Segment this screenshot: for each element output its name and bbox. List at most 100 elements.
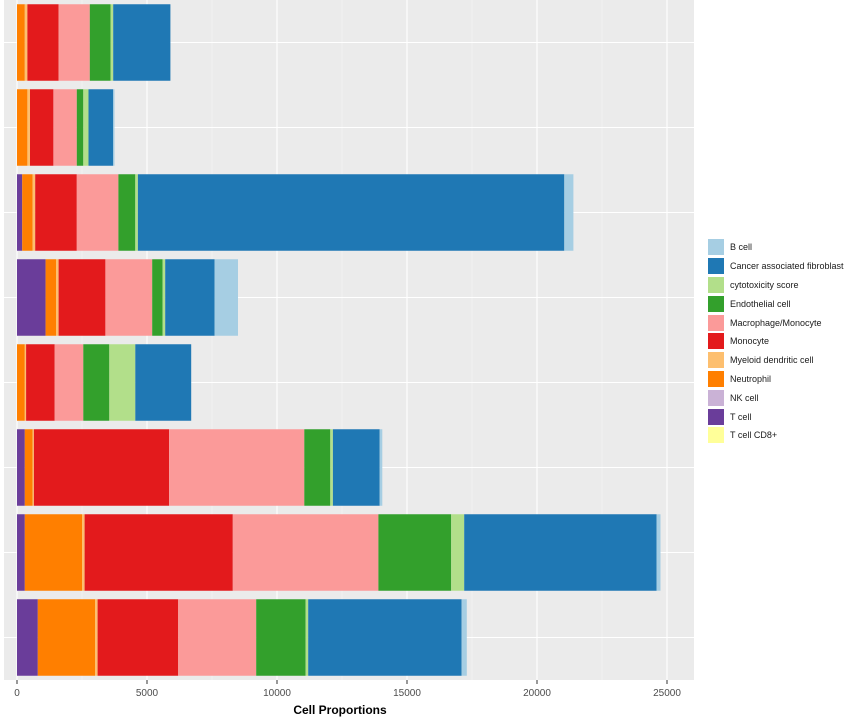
bar-segment <box>451 514 465 591</box>
bar-segment <box>109 344 136 421</box>
bar-segment <box>105 259 153 336</box>
legend-key <box>708 370 724 387</box>
x-tick-label: 20000 <box>523 688 551 699</box>
bars <box>17 4 661 676</box>
bar-segment <box>332 429 380 506</box>
legend-key <box>708 295 724 312</box>
bar-segment <box>32 174 36 251</box>
bar-segment <box>256 599 306 676</box>
legend-key <box>708 276 724 293</box>
bar-segment <box>88 89 114 166</box>
bar-segment <box>30 89 54 166</box>
legend-label: Neutrophil <box>730 373 772 384</box>
legend-item: cytotoxicity score <box>708 276 844 295</box>
legend-label: T cell CD8+ <box>730 430 778 441</box>
bar-segment <box>24 429 33 506</box>
x-tick-label: 15000 <box>393 688 421 699</box>
legend-key <box>708 333 724 350</box>
bar-segment <box>135 174 138 251</box>
bar-segment <box>83 89 89 166</box>
bar-segment <box>330 429 333 506</box>
bar-segment <box>113 89 115 166</box>
legend-key <box>708 389 724 406</box>
x-tick-label: 5000 <box>136 688 159 699</box>
legend-item: Endothelial cell <box>708 294 844 313</box>
legend-label: Endothelial cell <box>730 298 791 309</box>
legend-item: T cell <box>708 407 844 426</box>
bar-segment <box>84 514 233 591</box>
bar-segment <box>137 174 565 251</box>
bar-segment <box>110 4 114 81</box>
legend-item: B cell <box>708 238 844 257</box>
legend-item: Monocyte <box>708 332 844 351</box>
bar-segment <box>656 514 661 591</box>
bar-segment <box>32 429 34 506</box>
bar-segment <box>76 89 84 166</box>
legend-key <box>708 239 724 256</box>
bar-segment <box>82 514 85 591</box>
legend-label: Cancer associated fibroblast <box>730 261 844 272</box>
bar-segment <box>33 429 170 506</box>
bar-segment <box>304 429 331 506</box>
legend-label: B cell <box>730 242 753 253</box>
bar-segment <box>378 514 452 591</box>
legend-key <box>708 408 724 425</box>
legend-label: Monocyte <box>730 336 770 347</box>
bar-segment <box>17 429 25 506</box>
legend-item: Cancer associated fibroblast <box>708 257 844 276</box>
x-axis-title: Cell Proportions <box>293 703 387 717</box>
bar-segment <box>162 259 166 336</box>
bar-segment <box>83 344 110 421</box>
bar-segment <box>17 599 38 676</box>
bar-segment <box>17 89 28 166</box>
x-axis: 0 5000 10000 15000 20000 25000 <box>14 680 681 699</box>
bar-segment <box>45 259 56 336</box>
legend-item: NK cell <box>708 388 844 407</box>
bar-segment <box>17 344 25 421</box>
bar-segment <box>17 514 25 591</box>
bar-segment <box>214 259 238 336</box>
bar-segment <box>17 259 46 336</box>
legend-key <box>708 258 724 275</box>
legend-item: T cell CD8+ <box>708 426 844 445</box>
bar-segment <box>26 344 55 421</box>
bar-segment <box>564 174 574 251</box>
legend-label: Myeloid dendritic cell <box>730 355 814 366</box>
legend-label: cytotoxicity score <box>730 279 799 290</box>
x-tick-label: 10000 <box>263 688 291 699</box>
bar-segment <box>165 259 215 336</box>
bar-segment <box>152 259 163 336</box>
bar-segment <box>169 429 305 506</box>
bar-segment <box>17 174 23 251</box>
legend-label: NK cell <box>730 392 759 403</box>
legend-label: T cell <box>730 411 752 422</box>
bar-segment <box>53 89 77 166</box>
bar-segment <box>135 344 192 421</box>
legend-label: Macrophage/Monocyte <box>730 317 822 328</box>
bar-segment <box>27 89 30 166</box>
legend-key <box>708 427 724 444</box>
legend-key <box>708 314 724 331</box>
x-tick-label: 25000 <box>653 688 681 699</box>
bar-segment <box>89 4 111 81</box>
bar-segment <box>232 514 379 591</box>
bar-segment <box>379 429 383 506</box>
legend-item: Myeloid dendritic cell <box>708 351 844 370</box>
bar-segment <box>27 4 59 81</box>
legend: B cell Cancer associated fibroblast cytoto… <box>708 238 844 445</box>
bar-segment <box>24 344 27 421</box>
bar-segment <box>76 174 119 251</box>
bar-segment <box>58 259 106 336</box>
bar-segment <box>24 514 82 591</box>
bar-segment <box>464 514 657 591</box>
legend-key <box>708 352 724 369</box>
bar-segment <box>461 599 467 676</box>
bar-segment <box>54 344 84 421</box>
bar-segment <box>178 599 257 676</box>
bar-segment <box>308 599 462 676</box>
bar-segment <box>118 174 136 251</box>
legend-item: Macrophage/Monocyte <box>708 313 844 332</box>
legend-item: Neutrophil <box>708 370 844 389</box>
bar-segment <box>35 174 77 251</box>
